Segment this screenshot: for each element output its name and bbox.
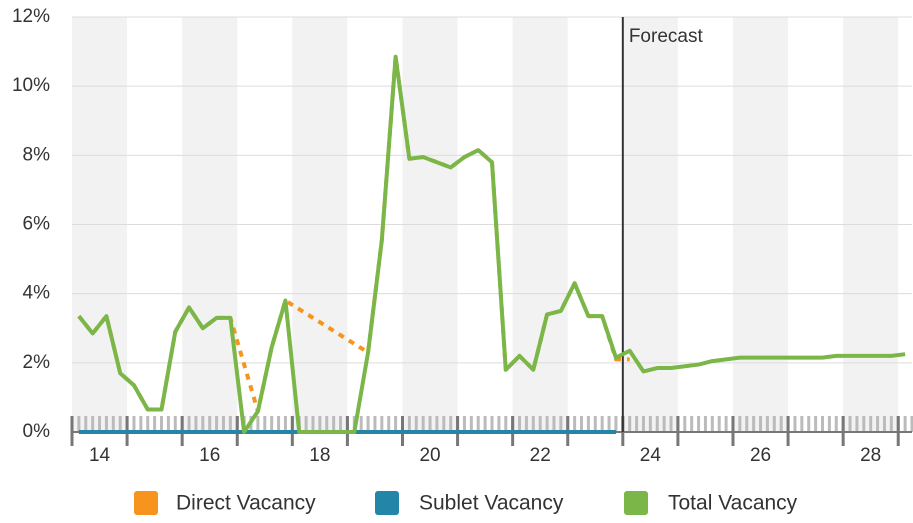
legend-swatch <box>375 491 399 515</box>
forecast-label: Forecast <box>629 26 704 47</box>
y-tick-label: 2% <box>23 352 51 373</box>
legend-label: Total Vacancy <box>668 492 798 515</box>
y-tick-label: 12% <box>12 6 50 27</box>
y-tick-label: 6% <box>23 214 51 235</box>
y-tick-label: 0% <box>23 421 51 442</box>
x-tick-label: 16 <box>199 445 220 466</box>
legend-label: Direct Vacancy <box>176 492 316 515</box>
series-line <box>77 54 906 434</box>
legend-label: Sublet Vacancy <box>419 492 564 515</box>
x-tick-label: 18 <box>309 445 330 466</box>
legend-swatch <box>134 491 158 515</box>
x-tick-label: 26 <box>750 445 771 466</box>
legend-swatch <box>624 491 648 515</box>
y-tick-label: 10% <box>12 75 50 96</box>
y-tick-label: 4% <box>23 283 51 304</box>
x-tick-label: 14 <box>89 445 111 466</box>
legend: Direct Vacancy Sublet Vacancy Total Vacanc… <box>134 491 798 515</box>
x-tick-label: 28 <box>860 445 881 466</box>
x-tick-label: 20 <box>419 445 440 466</box>
x-tick-label: 22 <box>530 445 551 466</box>
y-tick-label: 8% <box>23 144 51 165</box>
x-tick-label: 24 <box>640 445 662 466</box>
